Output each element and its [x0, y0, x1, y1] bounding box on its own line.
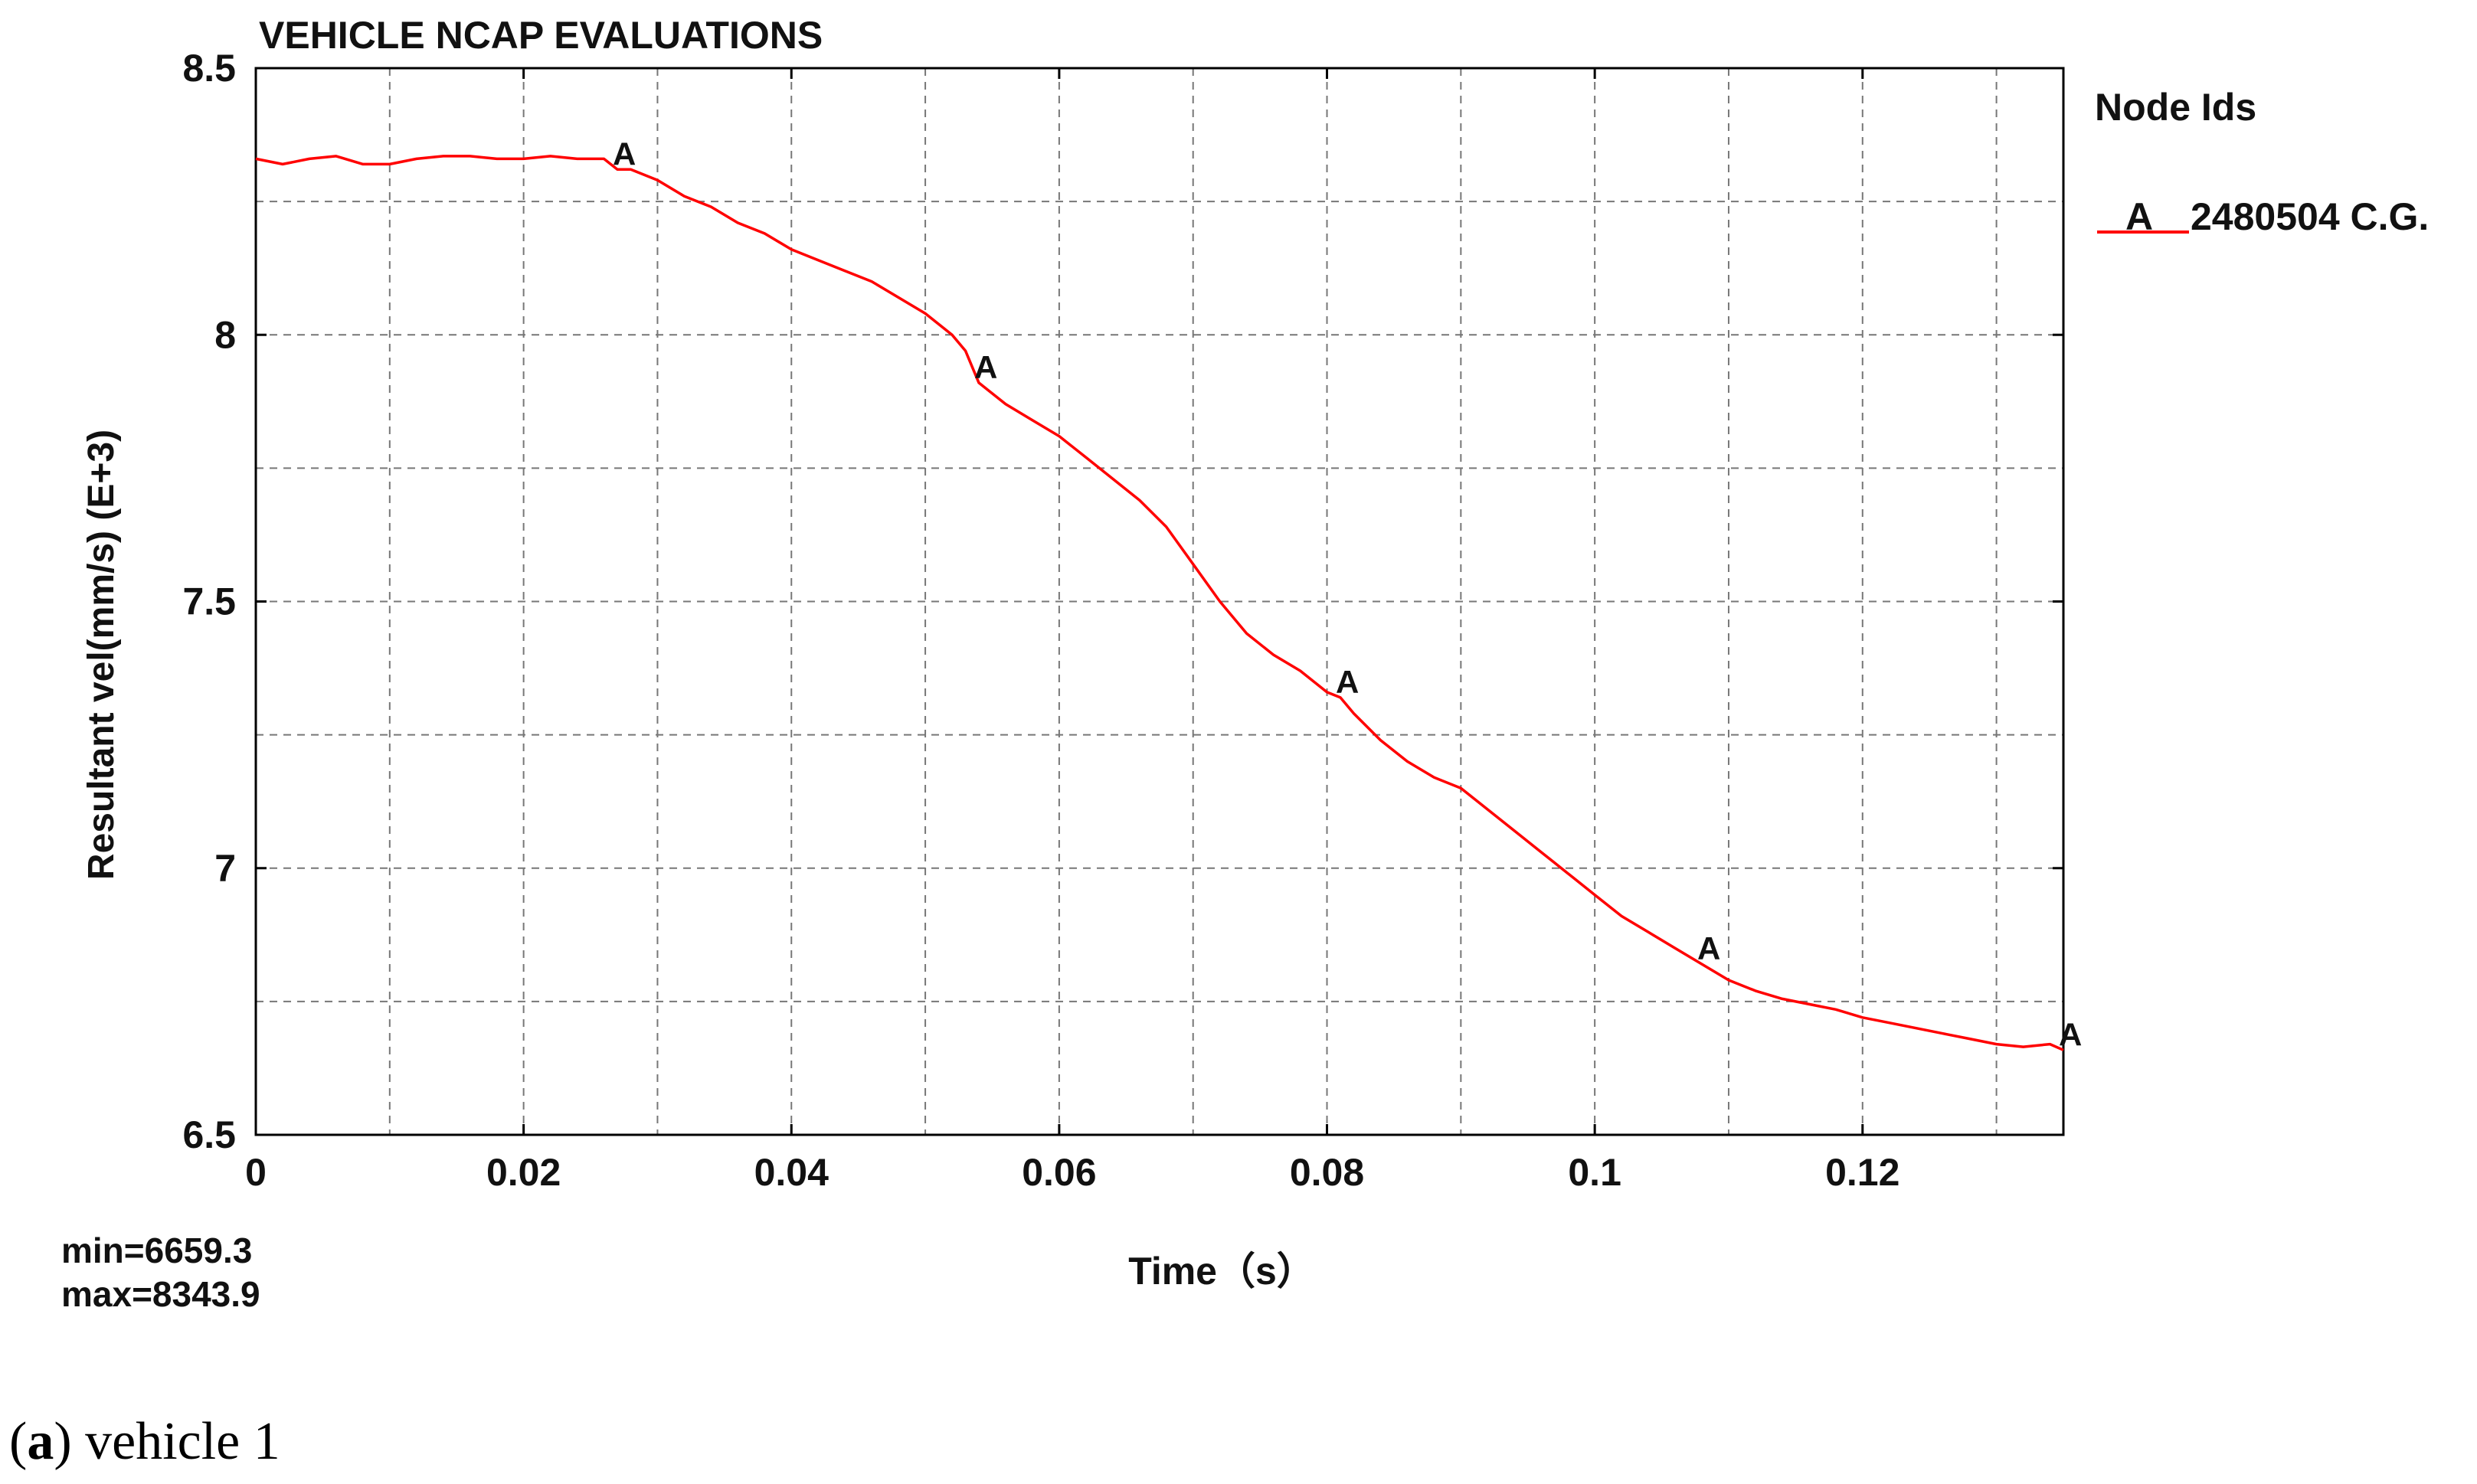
y-tick-label: 7 [214, 847, 236, 890]
series-markers: A A A A A [613, 136, 2082, 1052]
max-annotation: max=8343.9 [61, 1274, 260, 1314]
x-tick-label: 0.04 [754, 1151, 829, 1194]
series-layer [255, 155, 2064, 1051]
y-tick-label: 6.5 [182, 1113, 236, 1156]
x-axis-label: Time（s） [1128, 1250, 1315, 1293]
figure-caption: (a) vehicle 1 [9, 1412, 280, 1471]
x-tick-label: 0.08 [1290, 1151, 1364, 1194]
caption-letter: a [27, 1412, 54, 1471]
y-tick-label: 8 [214, 313, 236, 356]
series-marker-label: A [1336, 664, 1359, 700]
y-tick-label: 8.5 [182, 47, 236, 90]
y-tick-labels: 6.5 7 7.5 8 8.5 [182, 47, 236, 1156]
caption-text: vehicle 1 [72, 1412, 280, 1471]
series-marker-label: A [1697, 930, 1720, 966]
x-tick-label: 0.02 [486, 1151, 561, 1194]
y-tick-label: 7.5 [182, 580, 236, 623]
chart-title: VEHICLE NCAP EVALUATIONS [259, 14, 823, 57]
x-tick-labels: 0 0.02 0.04 0.06 0.08 0.1 0.12 [245, 1151, 1899, 1194]
x-tick-label: 0.06 [1022, 1151, 1096, 1194]
series-marker-label: A [974, 349, 997, 385]
x-tick-label: 0.1 [1568, 1151, 1621, 1194]
series-marker-label: A [2059, 1016, 2082, 1052]
series-line [255, 155, 2064, 1051]
grid [256, 68, 2063, 1135]
x-tick-label: 0.12 [1825, 1151, 1899, 1194]
min-annotation: min=6659.3 [61, 1231, 252, 1270]
axis-ticks [254, 67, 2063, 1136]
series-marker-label: A [613, 136, 636, 172]
legend-title: Node Ids [2095, 86, 2256, 129]
legend-series-name: 2480504 C.G. [2191, 195, 2429, 238]
y-axis-label: Resultant vel(mm/s) (E+3) [81, 430, 122, 880]
legend: Node Ids A 2480504 C.G. [2095, 86, 2429, 238]
x-tick-label: 0 [245, 1151, 267, 1194]
legend-marker-label: A [2125, 195, 2153, 238]
